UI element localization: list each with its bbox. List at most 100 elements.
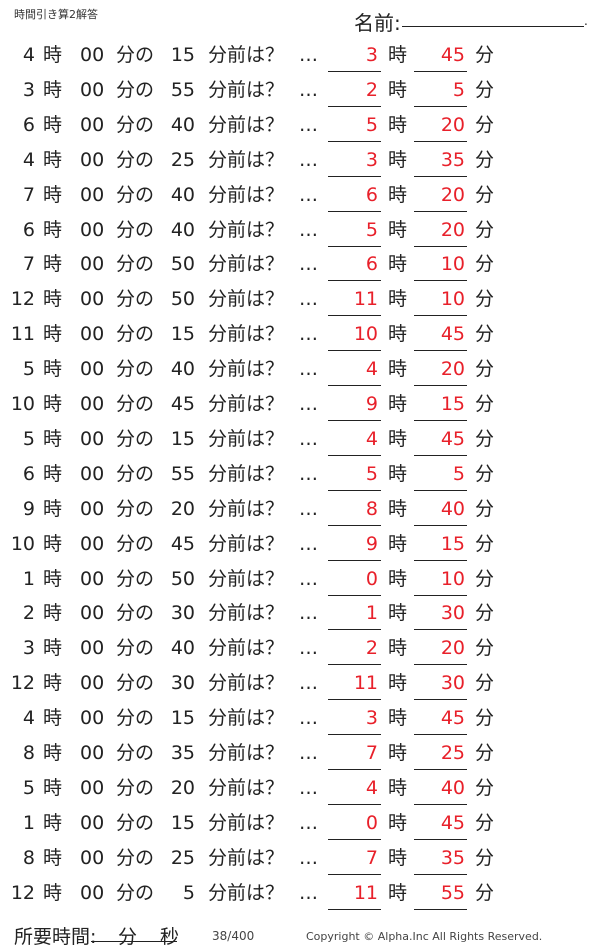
answer-minute-line [414,664,467,666]
hour-label: 時 [388,776,408,799]
answer-minute-line [414,524,467,526]
start-minute: 00 [80,462,105,485]
minutes-before: 40 [170,637,195,660]
minute-label: 分 [475,846,495,869]
answer-minute: 20 [440,183,465,206]
answer-minute-line [414,594,467,596]
minute-of-label: 分の [116,393,155,415]
start-minute: 00 [80,811,105,834]
answer-minute-line [414,454,467,456]
minute-of-label: 分の [116,78,155,101]
answer-minute-line [414,420,467,421]
ellipsis: … [299,811,318,834]
start-minute: 00 [80,602,105,625]
start-hour: 2 [22,602,35,625]
start-hour: 5 [22,776,35,799]
answer-minute-line [414,350,467,352]
minutes-before: 20 [170,776,195,799]
hour-label: 時 [388,148,408,171]
time-required-label: 所要時間: [14,926,97,948]
answer-hour: 8 [365,497,378,520]
minute-label: 分 [475,358,495,381]
start-hour: 9 [22,497,35,520]
answer-hour-line [328,664,381,666]
start-hour: 6 [22,113,35,136]
minute-label: 分 [475,462,495,485]
minutes-before: 50 [170,288,195,311]
problem-row: 3 時 00 分の 40 分前は？… 2 時 20 分 [0,632,600,667]
before-question-label: 分前は？ [208,323,285,346]
ellipsis: … [299,427,318,450]
hour-label: 時 [43,78,63,101]
hour-label: 時 [388,113,408,136]
minute-of-label: 分の [116,776,155,799]
ellipsis: … [299,776,318,799]
answer-hour: 7 [365,742,378,764]
before-question-label: 分前は？ [208,253,285,276]
hour-label: 時 [43,776,63,799]
minute-label: 分 [475,637,495,660]
answer-hour-line [328,245,381,247]
answer-hour-line [328,71,381,72]
answer-hour: 11 [353,881,378,904]
problem-row: 4 時 00 分の 15 分前は？… 3 時 45 分 [0,702,600,737]
answer-minute-line [414,245,467,247]
start-hour: 7 [22,253,35,276]
hour-label: 時 [388,567,408,590]
start-minute: 00 [80,113,105,136]
answer-minute: 20 [440,358,465,381]
start-minute: 00 [80,288,105,311]
minute-of-label: 分の [116,218,155,241]
answer-hour-line [328,559,381,561]
hour-label: 時 [43,288,63,311]
time-minute-label: 分 [118,926,138,948]
start-hour: 10 [10,393,35,415]
start-minute: 00 [80,672,105,695]
hour-label: 時 [43,427,63,450]
minutes-before: 30 [170,672,195,695]
minute-of-label: 分の [116,707,155,730]
minutes-before: 15 [170,427,195,450]
name-field-line [402,26,584,27]
before-question-label: 分前は？ [208,393,285,415]
ellipsis: … [299,532,318,555]
hour-label: 時 [388,672,408,695]
start-hour: 3 [22,637,35,660]
ellipsis: … [299,742,318,764]
start-hour: 4 [22,707,35,730]
minute-label: 分 [475,183,495,206]
minute-of-label: 分の [116,846,155,869]
before-question-label: 分前は？ [208,358,285,381]
minute-label: 分 [475,881,495,904]
start-minute: 00 [80,846,105,869]
answer-minute: 10 [440,253,465,276]
answer-minute: 40 [440,776,465,799]
minutes-before: 5 [182,881,195,904]
answer-minute: 30 [440,672,465,695]
answer-minute: 45 [440,707,465,730]
minute-label: 分 [475,497,495,520]
before-question-label: 分前は？ [208,637,285,660]
answer-hour-line [328,594,381,596]
answer-hour-line [328,629,381,631]
answer-minute-line [414,908,467,910]
hour-label: 時 [43,742,63,764]
start-minute: 00 [80,218,105,241]
hour-label: 時 [43,113,63,136]
before-question-label: 分前は？ [208,497,285,520]
before-question-label: 分前は？ [208,218,285,241]
start-minute: 00 [80,637,105,660]
start-minute: 00 [80,393,105,415]
problem-row: 8 時 00 分の 25 分前は？… 7 時 35 分 [0,842,600,877]
ellipsis: … [299,707,318,730]
answer-minute: 5 [452,462,465,485]
answer-hour: 6 [365,253,378,276]
answer-hour: 11 [353,672,378,695]
hour-label: 時 [43,532,63,555]
minute-of-label: 分の [116,253,155,276]
answer-minute: 30 [440,602,465,625]
start-hour: 11 [10,323,35,346]
ellipsis: … [299,288,318,311]
hour-label: 時 [43,672,63,695]
